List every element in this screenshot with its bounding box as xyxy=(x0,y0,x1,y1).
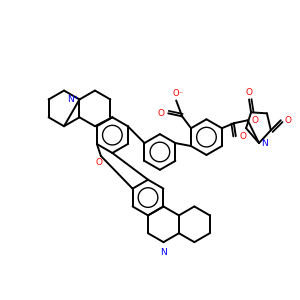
Text: O⁻: O⁻ xyxy=(172,89,184,98)
Text: O: O xyxy=(251,116,258,125)
Text: O: O xyxy=(158,109,165,118)
Text: N: N xyxy=(160,248,167,256)
Text: O: O xyxy=(95,158,102,167)
Text: O: O xyxy=(246,88,253,97)
Text: N: N xyxy=(262,139,268,148)
Text: O: O xyxy=(284,116,291,125)
Text: O: O xyxy=(239,132,246,141)
Text: N⁺: N⁺ xyxy=(67,95,78,104)
